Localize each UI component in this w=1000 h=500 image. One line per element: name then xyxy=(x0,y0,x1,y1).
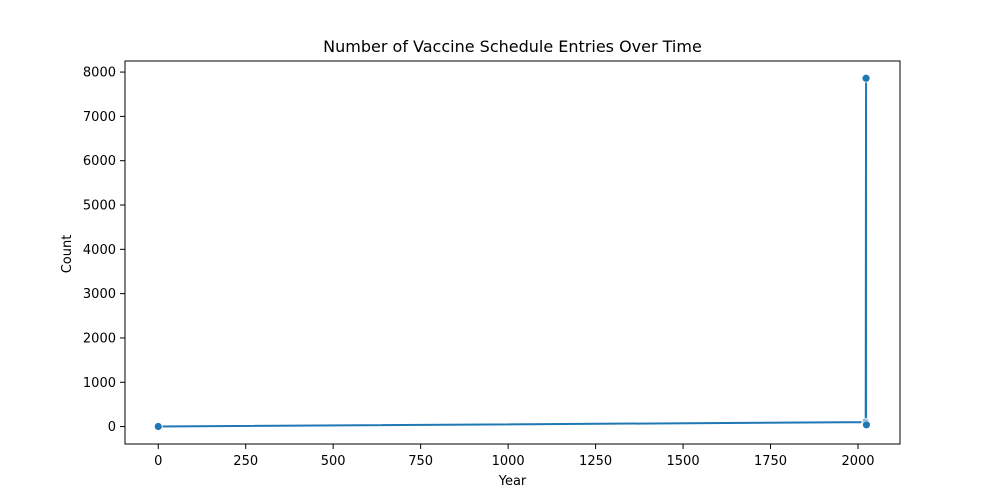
y-axis-label: Count xyxy=(60,235,75,274)
plot-frame xyxy=(124,60,901,445)
x-tick-label: 1000 xyxy=(492,454,525,469)
y-tick-label: 6000 xyxy=(83,154,116,169)
y-tick-label: 1000 xyxy=(83,376,116,391)
x-tick-label: 250 xyxy=(233,454,258,469)
data-point xyxy=(861,73,871,83)
y-tick-label: 8000 xyxy=(83,66,116,81)
x-axis: 0 250 500 750 1000 1250 1500 1750 2000 xyxy=(154,444,875,469)
chart-title: Number of Vaccine Schedule Entries Over … xyxy=(323,37,702,56)
y-tick-label: 5000 xyxy=(83,199,116,214)
x-axis-label: Year xyxy=(498,474,527,489)
y-tick-label: 3000 xyxy=(83,287,116,302)
x-tick-label: 500 xyxy=(321,454,346,469)
data-point xyxy=(862,420,871,430)
y-tick-label: 7000 xyxy=(83,110,116,125)
y-tick-label: 0 xyxy=(108,420,116,435)
data-point xyxy=(153,422,163,431)
plot-area xyxy=(124,60,901,445)
x-tick-label: 1250 xyxy=(579,454,612,469)
x-tick-label: 0 xyxy=(154,454,162,469)
x-tick-label: 2000 xyxy=(841,454,874,469)
y-tick-label: 2000 xyxy=(83,331,116,346)
y-tick-label: 4000 xyxy=(83,243,116,258)
x-tick-label: 1500 xyxy=(667,454,700,469)
x-tick-label: 750 xyxy=(408,454,433,469)
x-tick-label: 1750 xyxy=(754,454,787,469)
y-axis: 0 1000 2000 3000 4000 5000 6000 7000 8000 xyxy=(83,66,125,435)
series-line xyxy=(158,77,868,428)
